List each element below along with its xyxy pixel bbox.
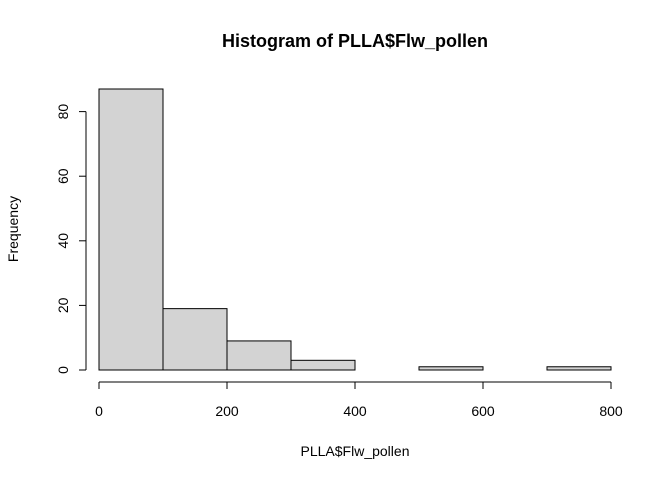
x-tick-label-3: 600	[471, 403, 495, 419]
x-tick-label-0: 0	[95, 403, 103, 419]
x-tick-label-1: 200	[215, 403, 239, 419]
y-tick-label-3: 60	[55, 168, 71, 184]
y-axis-label: Frequency	[5, 196, 21, 262]
y-tick-label-4: 80	[55, 104, 71, 120]
histogram-bar-3	[290, 359, 356, 371]
chart-title: Histogram of PLLA$Flw_pollen	[222, 31, 488, 51]
y-tick-label-0: 0	[55, 366, 71, 374]
histogram-bar-1	[162, 308, 228, 371]
x-axis-label: PLLA$Flw_pollen	[301, 443, 410, 459]
y-tick-label-1: 20	[55, 297, 71, 313]
histogram-bar-7	[546, 366, 612, 371]
y-tick-label-2: 40	[55, 233, 71, 249]
histogram-bar-0	[98, 88, 164, 371]
histogram-bar-5	[418, 366, 484, 371]
y-axis: 0 20 40 60 80	[55, 104, 87, 374]
x-axis: 0 200 400 600 800	[95, 381, 623, 419]
x-tick-label-2: 400	[343, 403, 367, 419]
histogram-bar-2	[226, 340, 292, 371]
x-tick-label-4: 800	[599, 403, 623, 419]
histogram-bars	[98, 88, 612, 371]
